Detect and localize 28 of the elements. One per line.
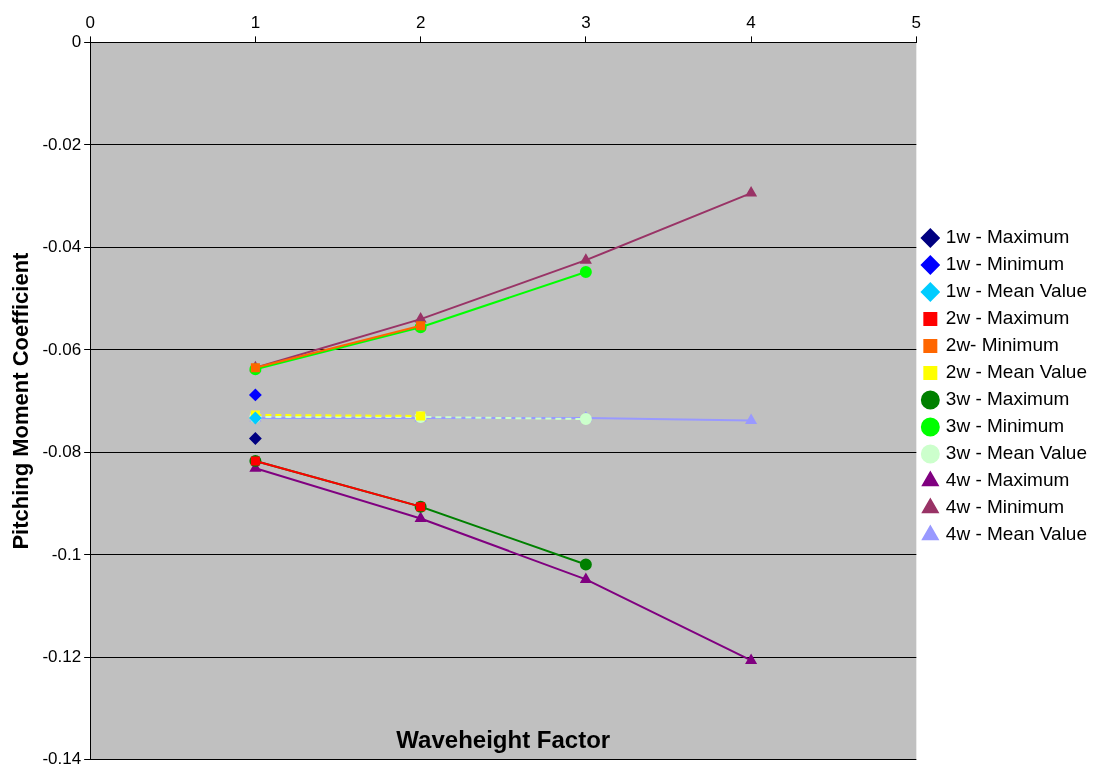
x-tick-label: 2: [415, 12, 426, 32]
y-axis-title: Pitching Moment Coefficient: [8, 251, 34, 550]
y-tick-label: -0.06: [42, 339, 82, 359]
x-tick-label: 1: [250, 12, 261, 32]
legend-label: 3w - Maximum: [945, 388, 1070, 410]
y-tick-label: -0.12: [42, 647, 82, 666]
legend-label: 2w - Mean Value: [945, 361, 1088, 383]
legend-label: 2w- Minimum: [945, 334, 1059, 356]
legend-label: 3w - Mean Value: [945, 442, 1088, 464]
y-tick-label: -0.1: [51, 544, 82, 564]
legend-label: 1w - Maximum: [945, 226, 1070, 248]
y-tick-label: -0.02: [42, 134, 82, 154]
y-tick-label: 0: [71, 32, 82, 52]
y-tick-label: -0.14: [42, 749, 82, 769]
x-tick-label: 4: [746, 12, 756, 32]
x-tick-label: 0: [85, 12, 95, 32]
x-tick-label: 5: [911, 12, 922, 32]
x-tick-label: 3: [581, 12, 591, 32]
legend-label: 4w - Maximum: [945, 469, 1070, 491]
x-axis-title: Waveheight Factor: [396, 726, 611, 754]
legend-label: 4w - Mean Value: [945, 523, 1088, 545]
legend-label: 3w - Minimum: [945, 415, 1065, 437]
y-tick-label: -0.04: [42, 237, 82, 257]
legend-label: 2w - Maximum: [945, 307, 1070, 329]
legend-label: 1w - Mean Value: [945, 280, 1088, 302]
legend-label: 1w - Minimum: [945, 253, 1065, 275]
y-tick-label: -0.08: [42, 442, 82, 462]
legend-label: 4w - Minimum: [945, 496, 1065, 518]
